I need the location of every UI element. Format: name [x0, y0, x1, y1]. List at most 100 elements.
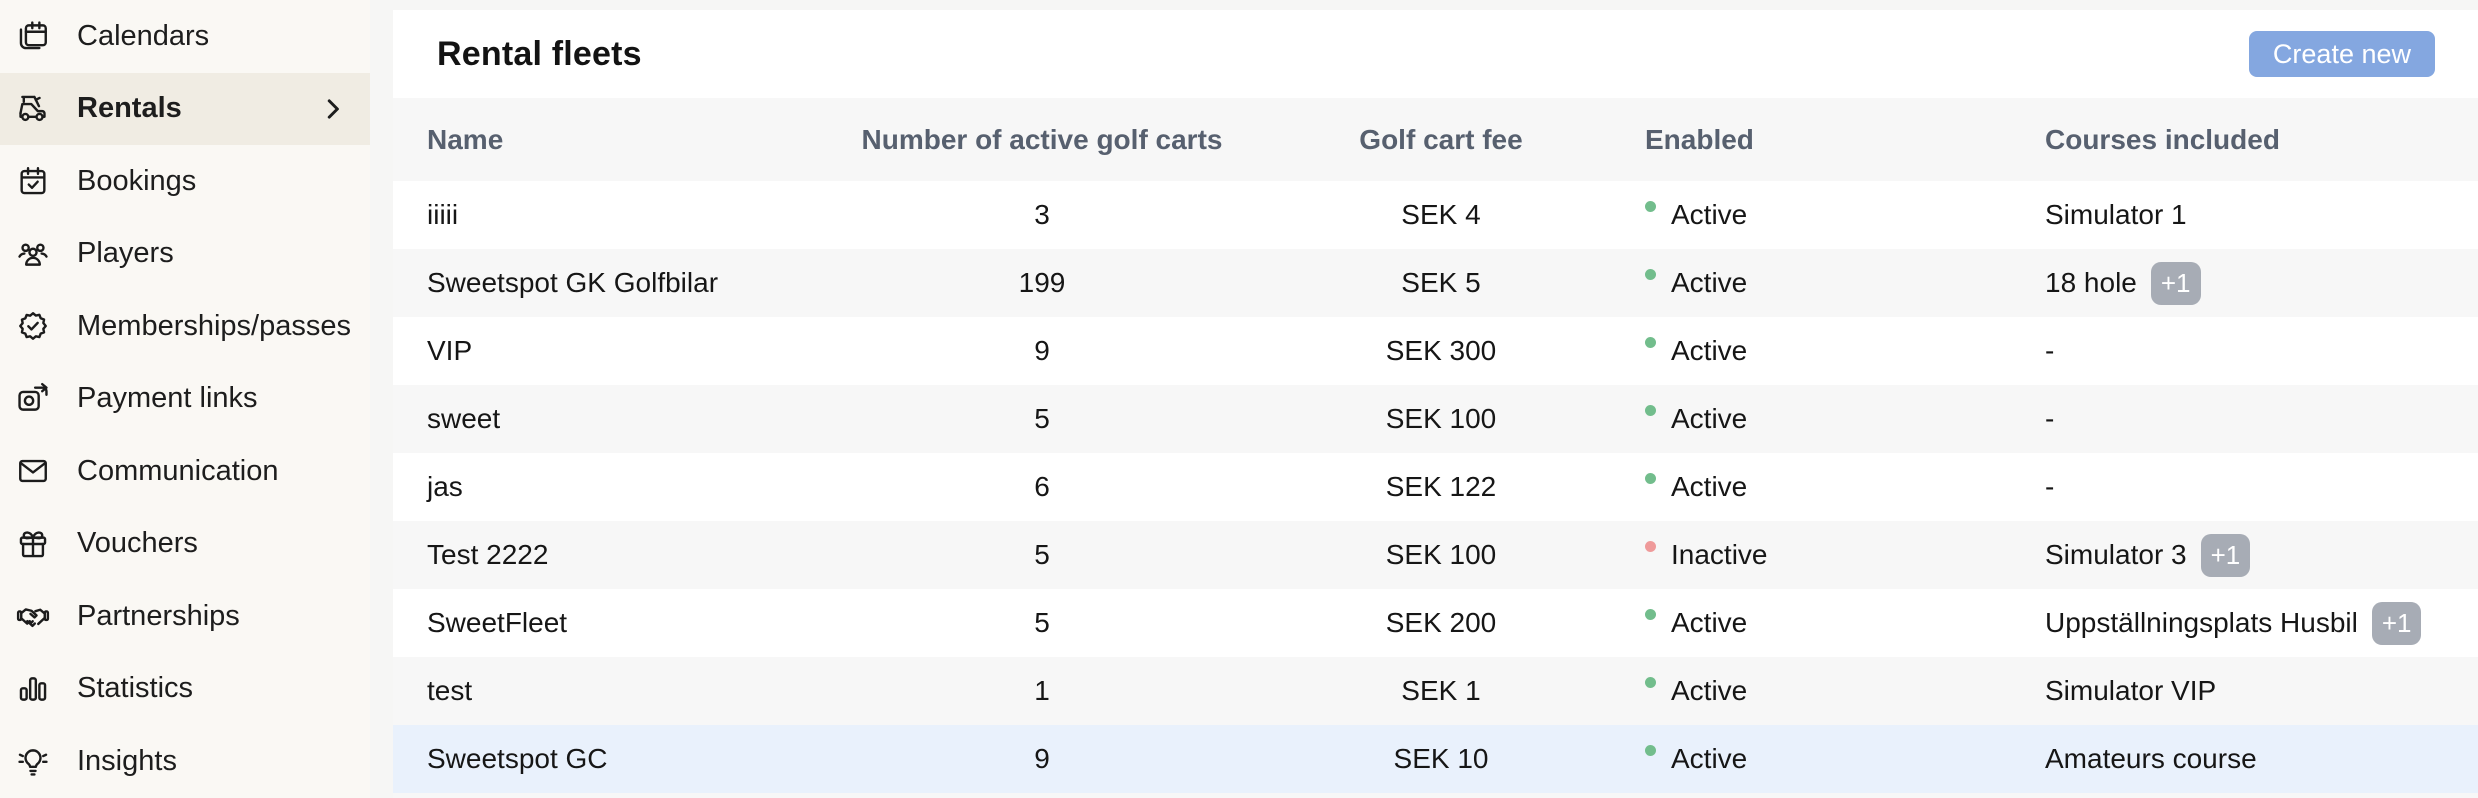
status-label: Active — [1671, 267, 1748, 298]
table-row[interactable]: test 1 SEK 1 Active Simulator VIP — [393, 657, 2478, 725]
active-carts-cell: 5 — [1034, 539, 1050, 570]
status-label: Active — [1671, 335, 1748, 366]
active-carts-cell: 9 — [1034, 335, 1050, 366]
table-row[interactable]: Test 2222 5 SEK 100 Inactive Simulator 3… — [393, 521, 2478, 589]
sidebar-item-label: Bookings — [77, 164, 197, 197]
players-icon — [15, 236, 51, 272]
sidebar-item-label: Players — [77, 237, 174, 270]
table-body: iiiii 3 SEK 4 Active Simulator 1 Sweetsp… — [393, 181, 2478, 793]
sidebar-item-rentals[interactable]: Rentals — [0, 72, 370, 145]
booking-calendar-icon — [15, 163, 51, 199]
sidebar-item-label: Payment links — [77, 382, 258, 415]
enabled-cell: Active — [1645, 199, 2045, 231]
cart-fee-cell: SEK 122 — [1385, 471, 1497, 502]
table-row[interactable]: iiiii 3 SEK 4 Active Simulator 1 — [393, 181, 2478, 249]
status-label: Active — [1671, 471, 1748, 502]
status-dot-icon — [1645, 404, 1656, 416]
fleet-name-cell: Sweetspot GK Golfbilar — [427, 267, 719, 298]
fleet-name-cell: iiiii — [427, 199, 459, 230]
golf-cart-icon — [15, 91, 51, 127]
sidebar-item-insights[interactable]: Insights — [0, 725, 370, 798]
table-row[interactable]: jas 6 SEK 122 Active - — [393, 453, 2478, 521]
table-row[interactable]: sweet 5 SEK 100 Active - — [393, 385, 2478, 453]
rental-fleets-card: Rental fleets Create new Name Number of … — [393, 10, 2478, 798]
enabled-cell: Active — [1645, 743, 2045, 775]
column-header-name: Name — [427, 123, 504, 155]
table-header-row: Name Number of active golf carts Golf ca… — [393, 98, 2478, 181]
status-dot-icon — [1645, 608, 1656, 620]
courses-cell: - — [2045, 335, 2438, 367]
sidebar-item-statistics[interactable]: Statistics — [0, 653, 370, 726]
active-carts-cell: 1 — [1034, 675, 1050, 706]
active-carts-cell: 199 — [1018, 267, 1066, 298]
column-header-fee: Golf cart fee — [1359, 123, 1523, 155]
card-header: Rental fleets Create new — [393, 10, 2478, 98]
enabled-cell: Inactive — [1645, 539, 2045, 571]
cart-fee-cell: SEK 200 — [1385, 607, 1497, 638]
table-row[interactable]: Sweetspot GK Golfbilar 199 SEK 5 Active … — [393, 249, 2478, 317]
extra-courses-badge[interactable]: +1 — [2371, 601, 2422, 645]
courses-label: 18 hole — [2045, 267, 2137, 298]
status-dot-icon — [1645, 336, 1656, 348]
sidebar-item-label: Memberships/passes — [77, 309, 351, 342]
courses-cell: - — [2045, 471, 2438, 503]
sidebar-item-label: Partnerships — [77, 599, 240, 632]
courses-cell: Amateurs course — [2045, 743, 2438, 775]
sidebar-item-bookings[interactable]: Bookings — [0, 145, 370, 218]
courses-label: - — [2045, 403, 2055, 434]
status-label: Active — [1671, 743, 1748, 774]
cart-fee-cell: SEK 300 — [1385, 335, 1497, 366]
gift-icon — [15, 526, 51, 562]
sidebar-item-payment-links[interactable]: Payment links — [0, 363, 370, 436]
cart-fee-cell: SEK 4 — [1401, 199, 1481, 230]
status-label: Active — [1671, 403, 1748, 434]
sidebar-item-vouchers[interactable]: Vouchers — [0, 508, 370, 581]
courses-cell: Uppställningsplats Husbil +1 — [2045, 601, 2438, 645]
sidebar-item-players[interactable]: Players — [0, 218, 370, 291]
sidebar-item-memberships-passes[interactable]: Memberships/passes — [0, 290, 370, 363]
column-header-courses: Courses included — [2045, 123, 2280, 155]
table-row[interactable]: Sweetspot GC 9 SEK 10 Active Amateurs co… — [393, 725, 2478, 793]
status-dot-icon — [1645, 268, 1656, 280]
create-new-button[interactable]: Create new — [2248, 31, 2435, 77]
fleet-name-cell: test — [427, 675, 473, 706]
calendars-icon — [15, 18, 51, 54]
chevron-right-icon — [318, 94, 348, 124]
status-dot-icon — [1645, 744, 1656, 756]
status-label: Active — [1671, 199, 1748, 230]
enabled-cell: Active — [1645, 267, 2045, 299]
table-row[interactable]: SweetFleet 5 SEK 200 Active Uppställning… — [393, 589, 2478, 657]
sidebar-item-label: Communication — [77, 454, 279, 487]
sidebar-item-partnerships[interactable]: Partnerships — [0, 580, 370, 653]
courses-label: Uppställningsplats Husbil — [2045, 607, 2358, 638]
courses-cell: Simulator VIP — [2045, 675, 2438, 707]
active-carts-cell: 9 — [1034, 743, 1050, 774]
active-carts-cell: 6 — [1034, 471, 1050, 502]
courses-cell: Simulator 1 — [2045, 199, 2438, 231]
extra-courses-badge[interactable]: +1 — [2200, 533, 2251, 577]
extra-courses-badge[interactable]: +1 — [2150, 261, 2201, 305]
cart-fee-cell: SEK 10 — [1393, 743, 1489, 774]
courses-cell: - — [2045, 403, 2438, 435]
enabled-cell: Active — [1645, 675, 2045, 707]
fleet-name-cell: Sweetspot GC — [427, 743, 608, 774]
status-dot-icon — [1645, 472, 1656, 484]
table-row[interactable]: VIP 9 SEK 300 Active - — [393, 317, 2478, 385]
fleet-name-cell: sweet — [427, 403, 501, 434]
enabled-cell: Active — [1645, 607, 2045, 639]
sidebar-item-calendars[interactable]: Calendars — [0, 0, 370, 73]
sidebar-item-label: Statistics — [77, 672, 194, 705]
status-label: Inactive — [1671, 539, 1768, 570]
fleet-name-cell: SweetFleet — [427, 607, 568, 638]
courses-label: Simulator VIP — [2045, 675, 2217, 706]
fleet-name-cell: jas — [427, 471, 463, 502]
status-label: Active — [1671, 675, 1748, 706]
lightbulb-icon — [15, 743, 51, 779]
sidebar-item-communication[interactable]: Communication — [0, 435, 370, 508]
cart-fee-cell: SEK 1 — [1401, 675, 1481, 706]
fleet-name-cell: VIP — [427, 335, 473, 366]
status-label: Active — [1671, 607, 1748, 638]
fleet-name-cell: Test 2222 — [427, 539, 549, 570]
courses-label: - — [2045, 335, 2055, 366]
enabled-cell: Active — [1645, 471, 2045, 503]
